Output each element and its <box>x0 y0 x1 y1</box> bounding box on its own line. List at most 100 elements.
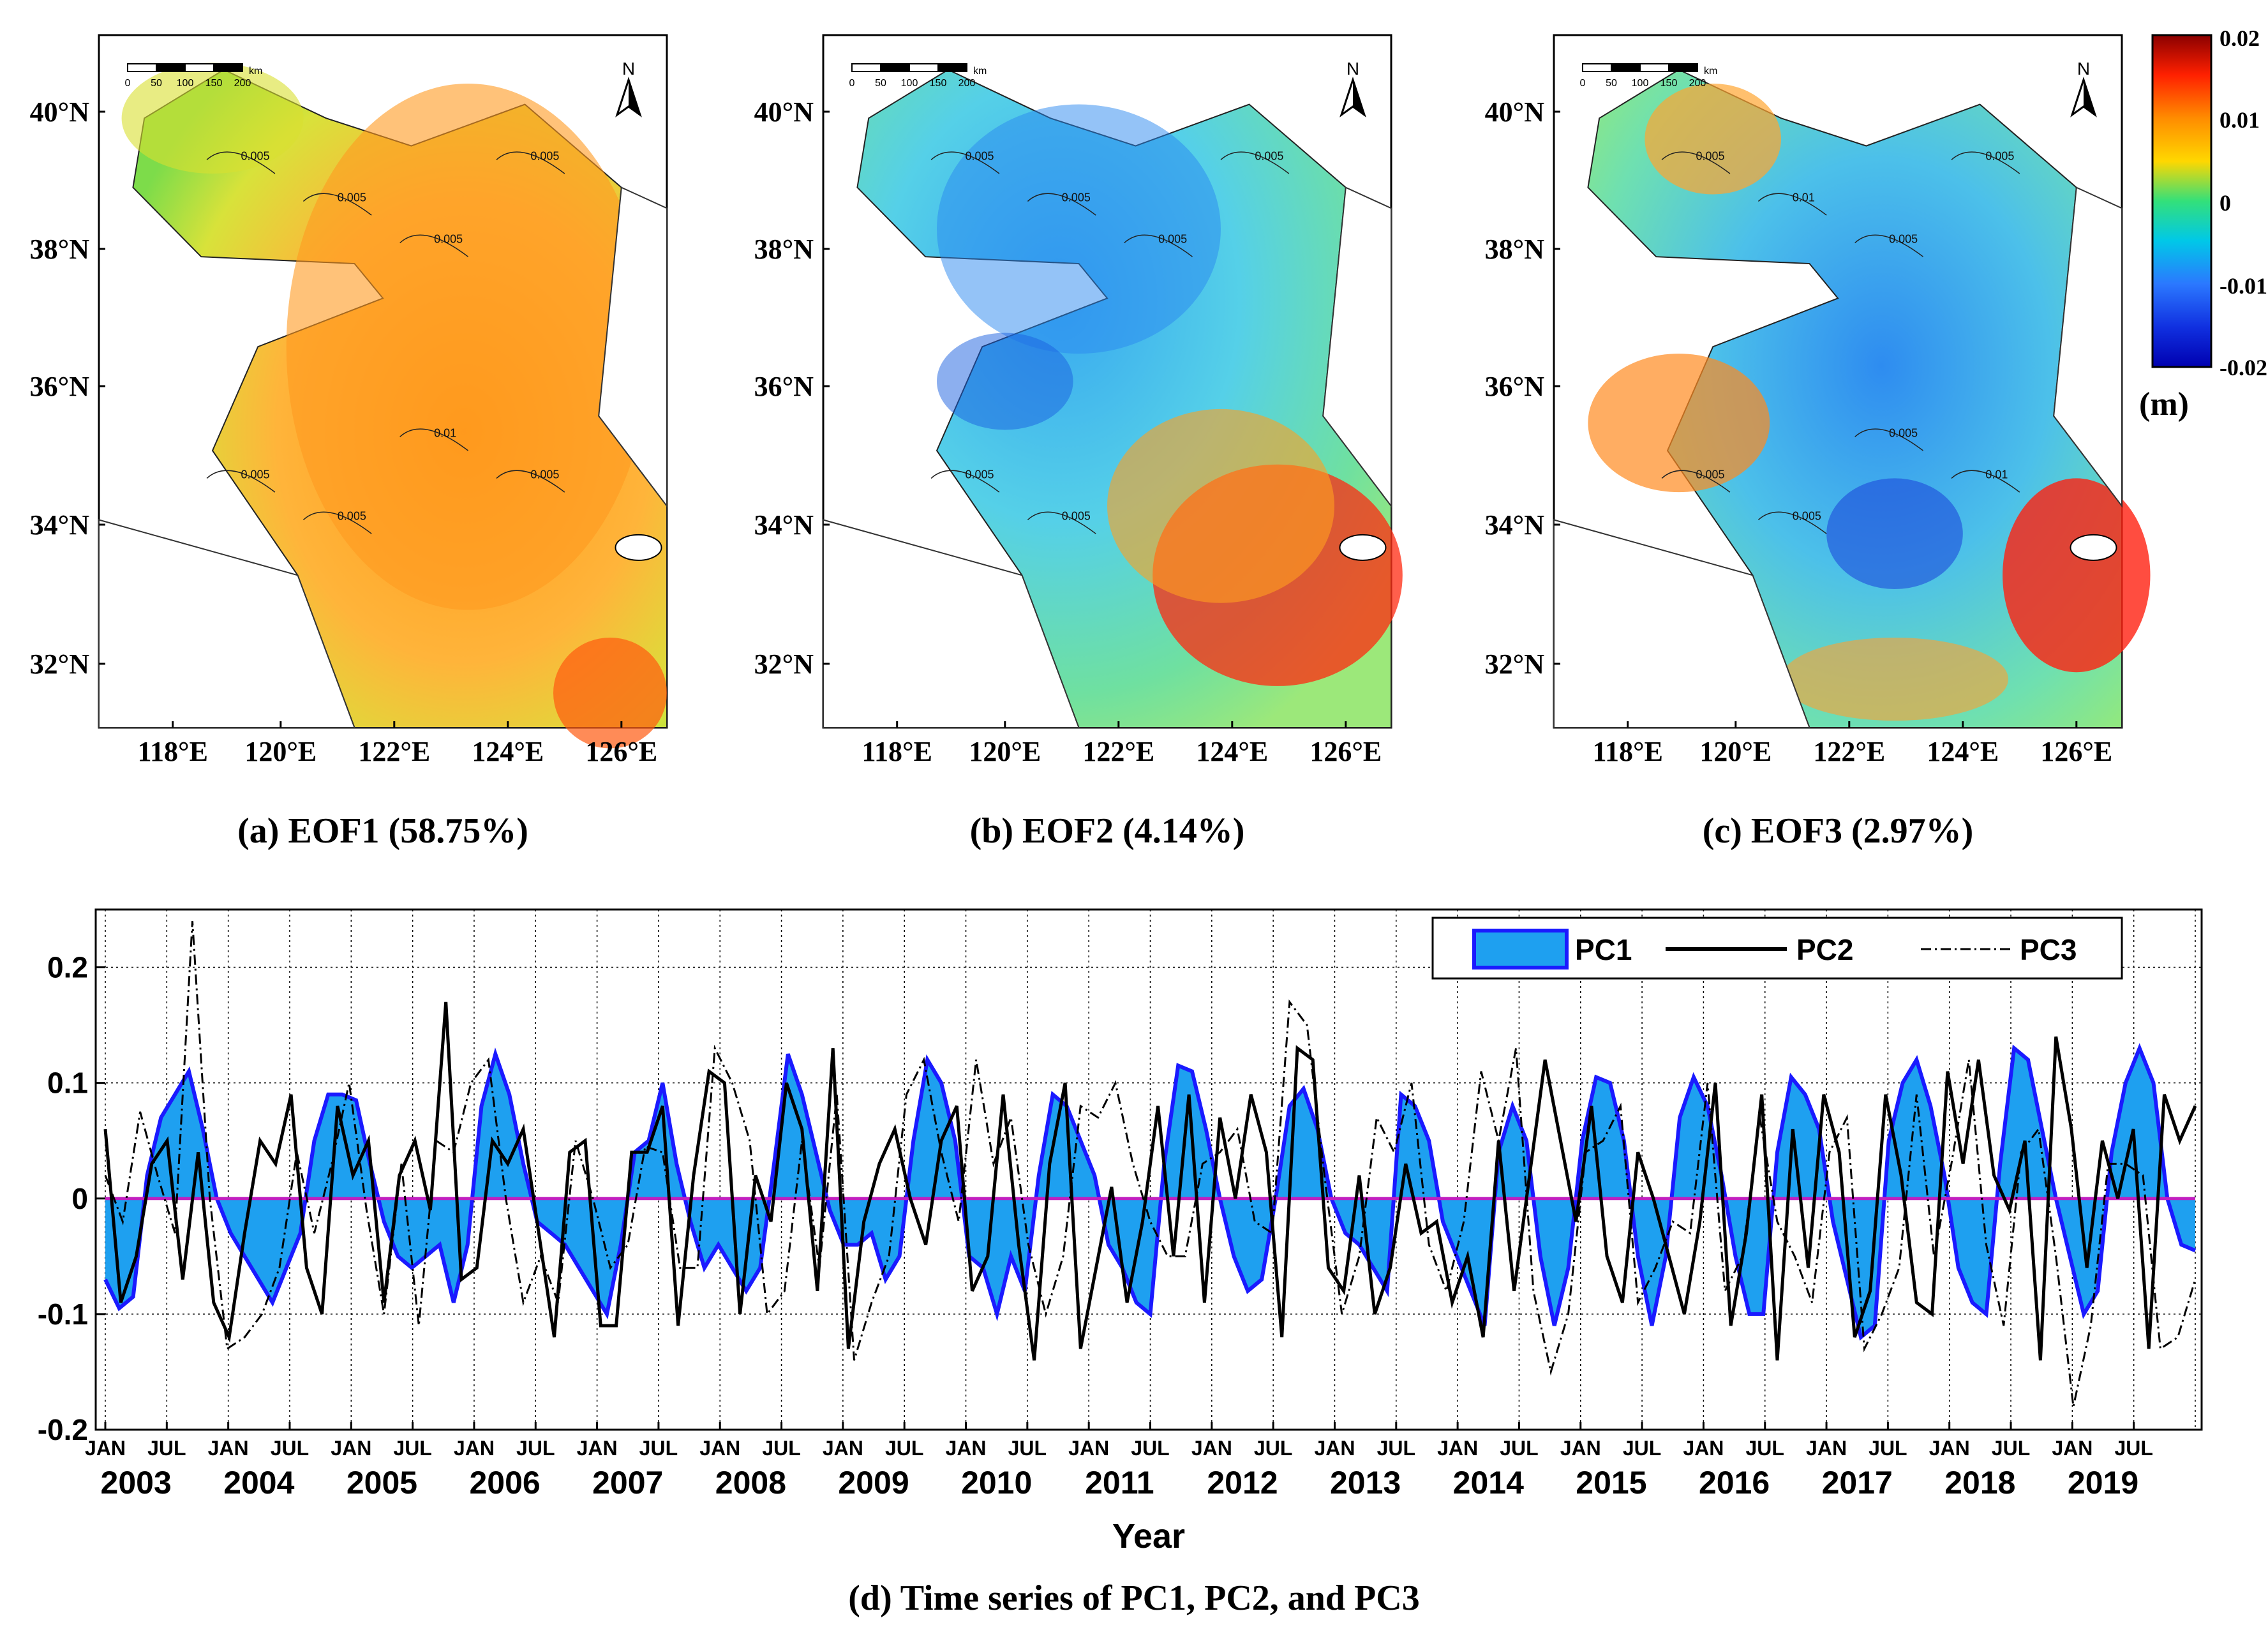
island <box>615 534 662 561</box>
lon-label: 120°E <box>969 736 1041 767</box>
lat-label: 38°N <box>754 234 814 265</box>
scale-segment <box>1582 63 1612 72</box>
year-label: 2019 <box>2068 1465 2138 1501</box>
lat-label: 34°N <box>1485 509 1545 541</box>
contour-label: 0.01 <box>434 426 456 439</box>
lon-label: 122°E <box>1813 736 1885 767</box>
lon-label: 122°E <box>1082 736 1154 767</box>
month-tick-label: JAN <box>946 1437 987 1460</box>
scale-label: 50 <box>151 78 162 89</box>
legend-label-pc1: PC1 <box>1575 933 1632 966</box>
island <box>2070 534 2117 561</box>
contour-line <box>1027 511 1096 534</box>
north-arrow-icon: N <box>615 59 642 117</box>
year-label: 2009 <box>838 1465 909 1501</box>
lat-label: 32°N <box>30 648 90 680</box>
scale-label: 50 <box>1606 78 1617 89</box>
legend-swatch-pc1 <box>1472 929 1569 970</box>
lat-label: 38°N <box>1485 234 1545 265</box>
contour-label: 0.005 <box>1696 149 1725 162</box>
contour-label: 0.005 <box>434 233 463 246</box>
scale-label: 200 <box>959 78 976 89</box>
north-label: N <box>1347 59 1359 79</box>
chart-title: (d) Time series of PC1, PC2, and PC3 <box>848 1578 1419 1618</box>
month-tick-label: JUL <box>1254 1437 1292 1460</box>
lat-label: 36°N <box>754 371 814 402</box>
year-label: 2004 <box>223 1465 294 1501</box>
year-label: 2014 <box>1453 1465 1524 1501</box>
scale-segment <box>937 63 967 72</box>
lat-label: 40°N <box>754 96 814 128</box>
scale-segment <box>1668 63 1698 72</box>
anomaly-region <box>553 637 667 749</box>
north-label: N <box>622 59 635 79</box>
month-tick-label: JUL <box>393 1437 431 1460</box>
contour-label: 0.005 <box>338 191 366 204</box>
contour-line <box>399 428 468 451</box>
month-tick-label: JAN <box>1806 1437 1847 1460</box>
colorbar-unit: (m) <box>2139 386 2189 423</box>
month-tick-label: JAN <box>1068 1437 1109 1460</box>
contour-line <box>1027 193 1096 216</box>
contour-label: 0.005 <box>1696 468 1725 481</box>
lon-label: 118°E <box>862 736 932 767</box>
lat-label: 38°N <box>30 234 90 265</box>
month-tick-label: JUL <box>271 1437 309 1460</box>
lat-label: 40°N <box>1485 96 1545 128</box>
month-tick-label: JAN <box>331 1437 371 1460</box>
legend-label-pc2: PC2 <box>1796 933 1853 966</box>
month-tick-label: JAN <box>1437 1437 1478 1460</box>
scale-unit: km <box>973 66 987 77</box>
year-label: 2017 <box>1822 1465 1893 1501</box>
scale-segment <box>127 63 157 72</box>
colorbar-tick-label: -0.01 <box>2220 273 2267 299</box>
contour-line <box>1951 470 2020 493</box>
anomaly-region <box>1781 637 2008 721</box>
scale-label: 100 <box>901 78 918 89</box>
north-arrow-fill <box>1353 80 1364 115</box>
lon-label: 126°E <box>2040 736 2112 767</box>
lat-label: 34°N <box>30 509 90 541</box>
year-label: 2010 <box>961 1465 1032 1501</box>
lon-label: 122°E <box>358 736 430 767</box>
contour-label: 0.005 <box>1062 191 1091 204</box>
contour-label: 0.005 <box>1889 426 1918 439</box>
contour-label: 0.005 <box>1985 149 2014 162</box>
map-caption: (a) EOF1 (58.75%) <box>237 811 528 851</box>
contour-line <box>206 470 276 493</box>
contour-line <box>1661 151 1731 174</box>
scale-segment <box>909 63 939 72</box>
scale-label: 50 <box>875 78 886 89</box>
north-arrow-icon: N <box>2070 59 2097 117</box>
contour-label: 0.01 <box>1985 468 2008 481</box>
y-tick-label: 0 <box>71 1182 88 1215</box>
island <box>1339 534 1387 561</box>
scale-segment <box>1611 63 1641 72</box>
year-label: 2007 <box>592 1465 663 1501</box>
contour-label: 0.005 <box>241 149 270 162</box>
lon-label: 120°E <box>244 736 317 767</box>
contour-line <box>302 193 372 216</box>
scale-label: 100 <box>1632 78 1649 89</box>
contour-label: 0.005 <box>530 149 559 162</box>
month-tick-label: JAN <box>208 1437 249 1460</box>
scale-segment <box>213 63 243 72</box>
contour-line <box>1951 151 2020 174</box>
contour-line <box>930 151 1000 174</box>
y-tick-label: 0.1 <box>47 1067 88 1100</box>
map-eof2: 0.005 0.005 0.005 0.005 0.005 0.005 0 50 100 150 2… <box>754 34 1403 851</box>
contour-line <box>1220 151 1290 174</box>
lon-label: 118°E <box>137 736 208 767</box>
map-caption: (b) EOF2 (4.14%) <box>970 811 1245 851</box>
month-tick-label: JUL <box>639 1437 678 1460</box>
month-tick-label: JAN <box>1314 1437 1355 1460</box>
year-label: 2013 <box>1330 1465 1401 1501</box>
scale-segment <box>880 63 910 72</box>
contour-line <box>1661 470 1731 493</box>
month-tick-label: JUL <box>1131 1437 1169 1460</box>
land-area <box>2053 186 2123 508</box>
contour-line <box>496 470 565 493</box>
scale-label: 100 <box>177 78 194 89</box>
year-label: 2003 <box>101 1465 172 1501</box>
